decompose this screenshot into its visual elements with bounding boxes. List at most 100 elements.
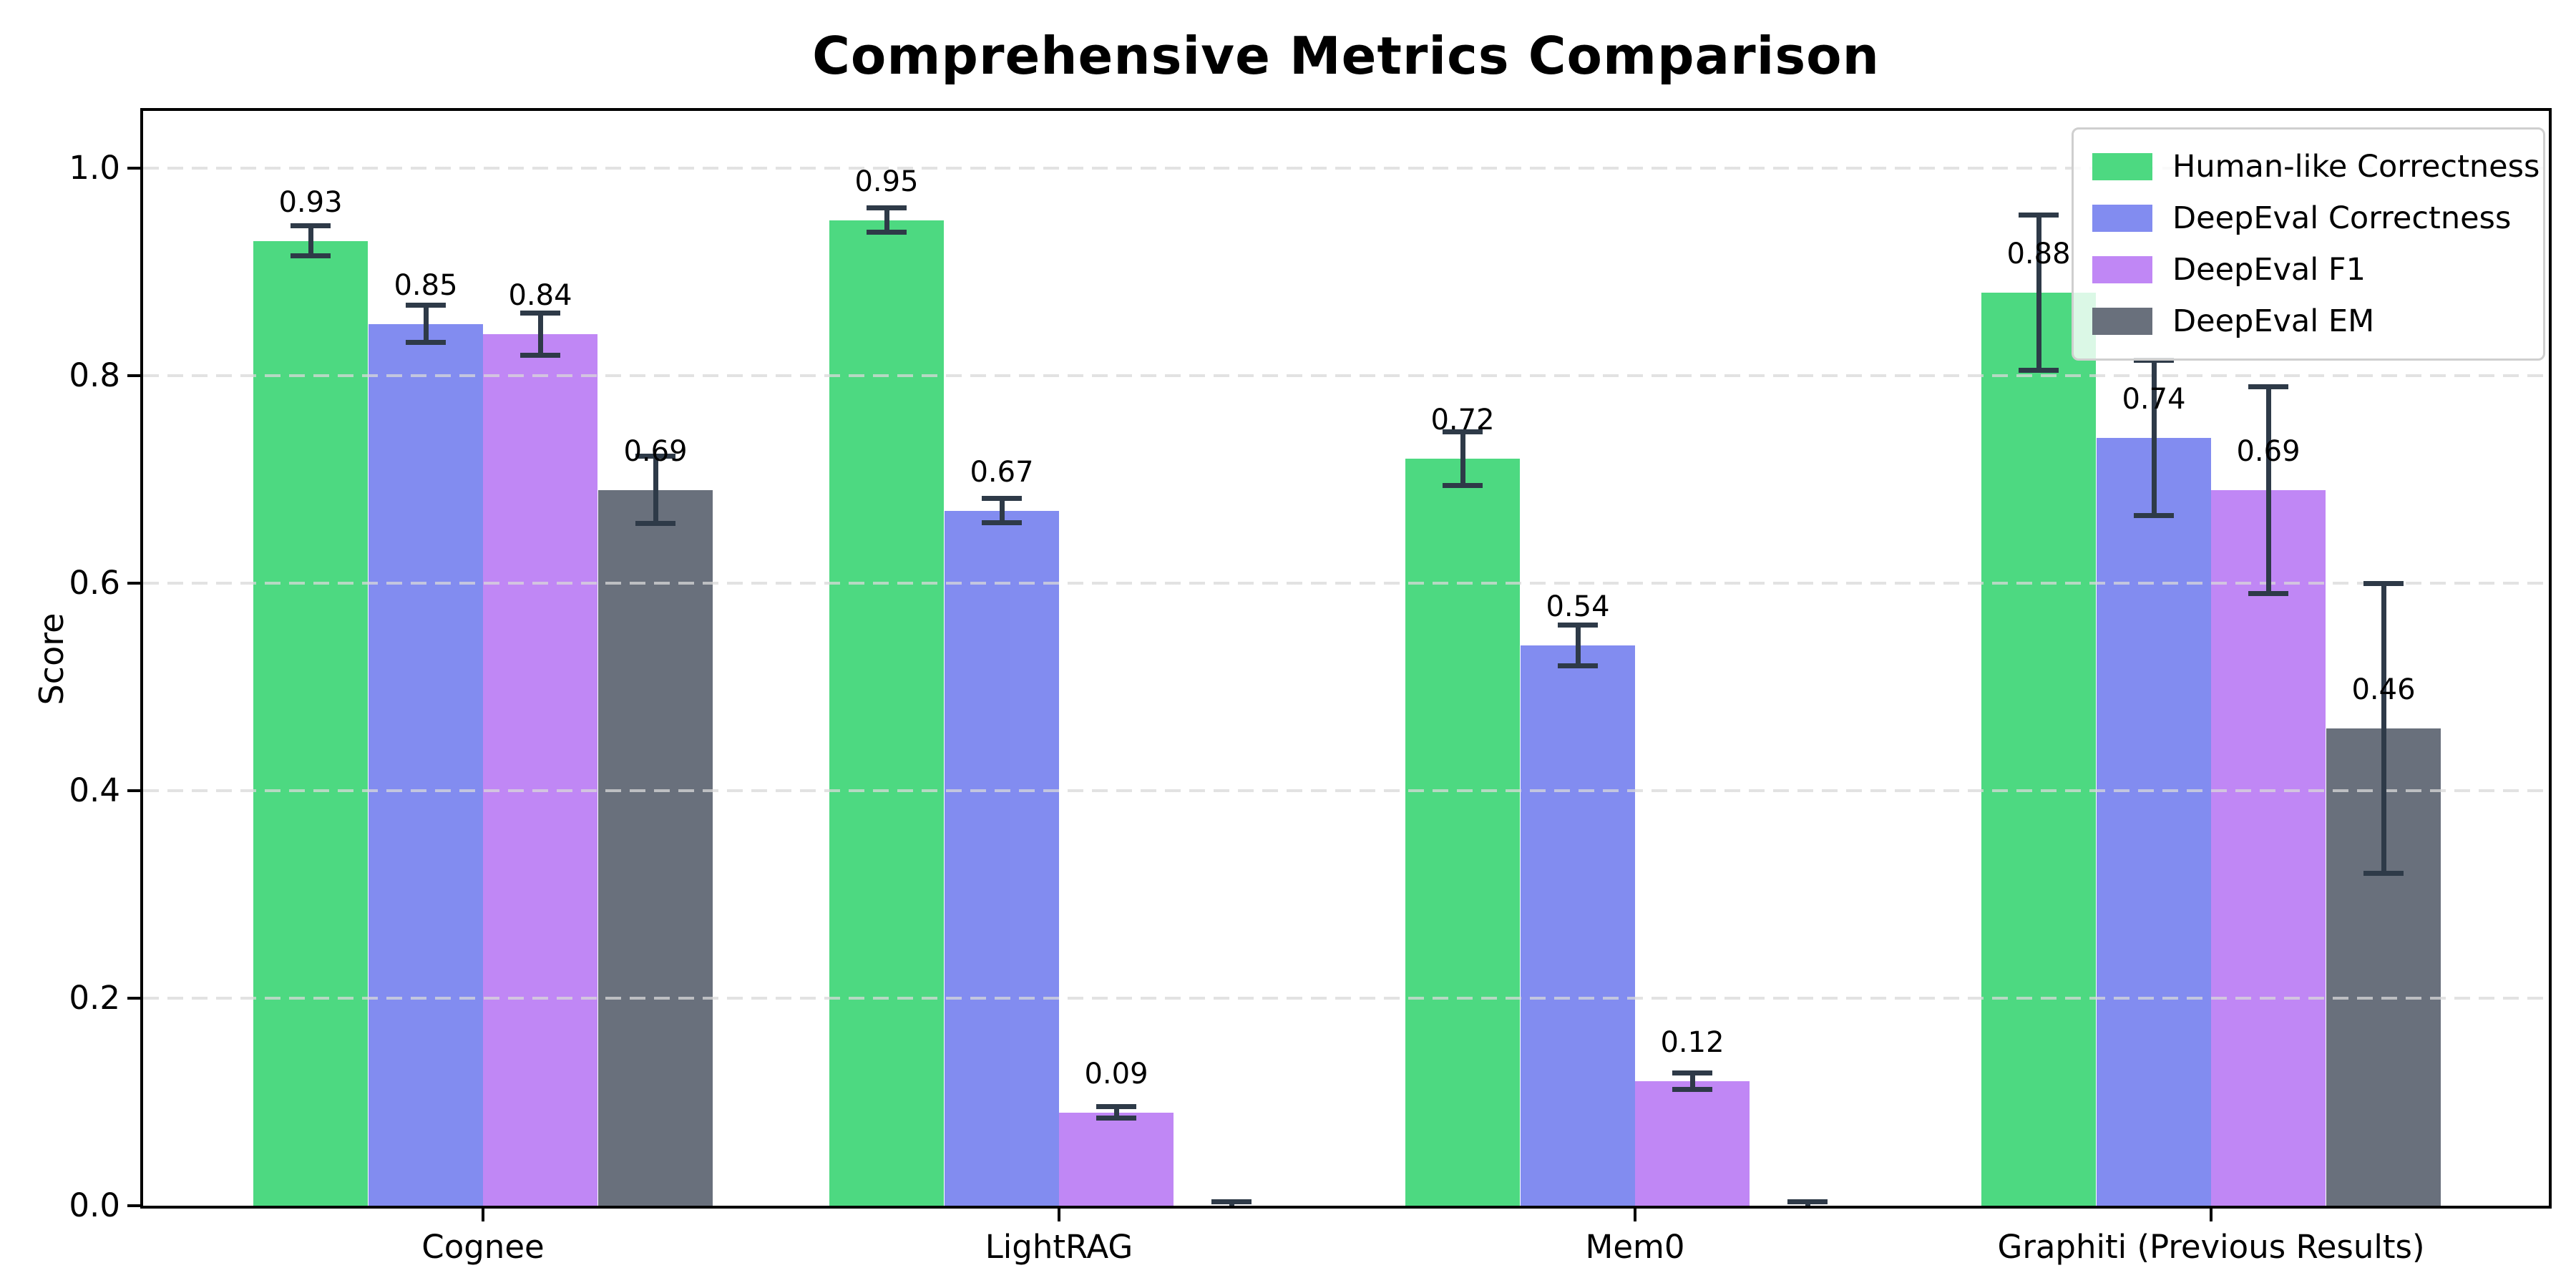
bar-deepeval-f1-2 (1635, 1081, 1750, 1206)
legend: Human-like Correctness DeepEval Correctne… (2072, 127, 2545, 361)
error-bar-line (653, 455, 658, 525)
error-bar-line (999, 498, 1005, 523)
error-bar-line (423, 305, 429, 343)
legend-item-human-like-correctness: Human-like Correctness (2092, 141, 2540, 192)
legend-swatch (2092, 205, 2152, 232)
legend-swatch (2092, 308, 2152, 335)
legend-label: DeepEval F1 (2172, 252, 2366, 288)
bar-deepeval-correctness-0 (369, 323, 483, 1206)
error-bar-cap-top (1443, 429, 1483, 435)
y-tick-label: 0.8 (69, 356, 120, 394)
error-bar-cap-top (635, 453, 675, 459)
error-bar-cap-top (1558, 623, 1598, 628)
x-tick-label: Cognee (421, 1228, 545, 1266)
error-bar-line (1575, 625, 1581, 666)
y-tick-label: 0.2 (69, 979, 120, 1017)
y-tick-mark (127, 789, 140, 792)
error-bar-cap-top (982, 496, 1022, 502)
error-bar-cap-bottom (635, 521, 675, 527)
error-bar-cap-top (1096, 1103, 1136, 1109)
bar-human-like-correctness-2 (1405, 459, 1520, 1206)
error-bar-cap-top (1787, 1199, 1828, 1205)
y-tick-label: 0.0 (69, 1186, 120, 1224)
error-bar-cap-bottom (406, 339, 446, 345)
bar-value-label: 0.54 (1546, 590, 1610, 623)
error-bar-line (1460, 431, 1465, 486)
bar-deepeval-f1-0 (483, 334, 597, 1206)
gridline-0.2 (143, 997, 2549, 1000)
y-tick-label: 0.4 (69, 771, 120, 809)
y-tick-label: 0.6 (69, 564, 120, 602)
error-bar-cap-bottom (1558, 663, 1598, 668)
error-bar-cap-bottom (291, 253, 331, 259)
error-bar-line (2265, 386, 2271, 594)
error-bar-cap-bottom (1672, 1086, 1712, 1092)
bar-value-label: 0.69 (623, 434, 688, 468)
bar-value-label: 0.95 (854, 165, 919, 198)
legend-item-deepeval-em: DeepEval EM (2092, 296, 2524, 347)
bar-human-like-correctness-1 (829, 220, 944, 1206)
bar-value-label: 0.72 (1430, 404, 1495, 436)
bar-value-label: 0.93 (278, 185, 343, 219)
x-tick-label: Mem0 (1585, 1228, 1685, 1266)
legend-label: DeepEval Correctness (2172, 200, 2512, 236)
x-tick-mark (2210, 1209, 2212, 1221)
error-bar-cap-bottom (867, 229, 907, 235)
error-bar-cap-bottom (1096, 1116, 1136, 1121)
bar-value-label: 0.69 (2236, 434, 2301, 468)
error-bar-line (2381, 583, 2386, 874)
bar-value-label: 0.74 (2122, 383, 2186, 416)
y-tick-mark (127, 997, 140, 1000)
bar-human-like-correctness-3 (1981, 293, 2096, 1206)
error-bar-cap-bottom (2019, 367, 2059, 373)
bar-deepeval-f1-3 (2211, 489, 2326, 1206)
error-bar-line (537, 312, 543, 356)
y-tick-mark (127, 167, 140, 170)
error-bar-line (308, 225, 313, 257)
error-bar-cap-top (2363, 581, 2404, 586)
error-bar-line (1689, 1073, 1695, 1090)
x-tick-mark (482, 1209, 484, 1221)
error-bar-cap-top (867, 205, 907, 211)
gridline-0.6 (143, 582, 2549, 585)
bar-value-label: 0.12 (1660, 1026, 1724, 1059)
y-axis-label: Score (32, 613, 71, 706)
y-tick-mark (127, 1204, 140, 1207)
legend-item-deepeval-f1: DeepEval F1 (2092, 244, 2524, 296)
error-bar-cap-top (291, 223, 331, 228)
x-tick-mark (1058, 1209, 1060, 1221)
error-bar-line (2036, 215, 2041, 371)
error-bar-cap-top (2019, 213, 2059, 218)
gridline-1.0 (143, 167, 2549, 170)
y-tick-mark (127, 582, 140, 585)
x-tick-mark (1634, 1209, 1636, 1221)
error-bar-cap-bottom (982, 519, 1022, 525)
bar-value-label: 0.88 (2006, 238, 2071, 270)
error-bar-cap-top (2248, 384, 2288, 389)
bar-value-label: 0.67 (970, 455, 1034, 489)
y-tick-label: 1.0 (69, 149, 120, 187)
bar-value-label: 0.85 (394, 268, 458, 302)
legend-label: DeepEval EM (2172, 303, 2375, 339)
y-tick-mark (127, 374, 140, 377)
error-bar-cap-bottom (2248, 590, 2288, 596)
error-bar-cap-top (1211, 1199, 1252, 1205)
bar-value-label: 0.46 (2351, 673, 2416, 706)
gridline-0.4 (143, 789, 2549, 792)
bar-value-label: 0.09 (1084, 1057, 1148, 1091)
error-bar-cap-top (1672, 1070, 1712, 1076)
legend-label: Human-like Correctness (2172, 149, 2540, 185)
bar-human-like-correctness-0 (253, 240, 368, 1206)
error-bar-cap-top (520, 310, 560, 316)
error-bar-cap-bottom (2134, 512, 2174, 518)
error-bar-cap-bottom (520, 353, 560, 358)
legend-swatch (2092, 153, 2152, 180)
bar-deepeval-em-0 (598, 489, 713, 1206)
gridline-0.8 (143, 374, 2549, 377)
bar-deepeval-f1-1 (1059, 1112, 1174, 1206)
error-bar-line (2151, 360, 2157, 516)
bar-deepeval-correctness-2 (1521, 645, 1635, 1206)
error-bar-cap-top (406, 303, 446, 308)
bar-deepeval-correctness-1 (945, 510, 1059, 1206)
legend-item-deepeval-correctness: DeepEval Correctness (2092, 192, 2524, 244)
